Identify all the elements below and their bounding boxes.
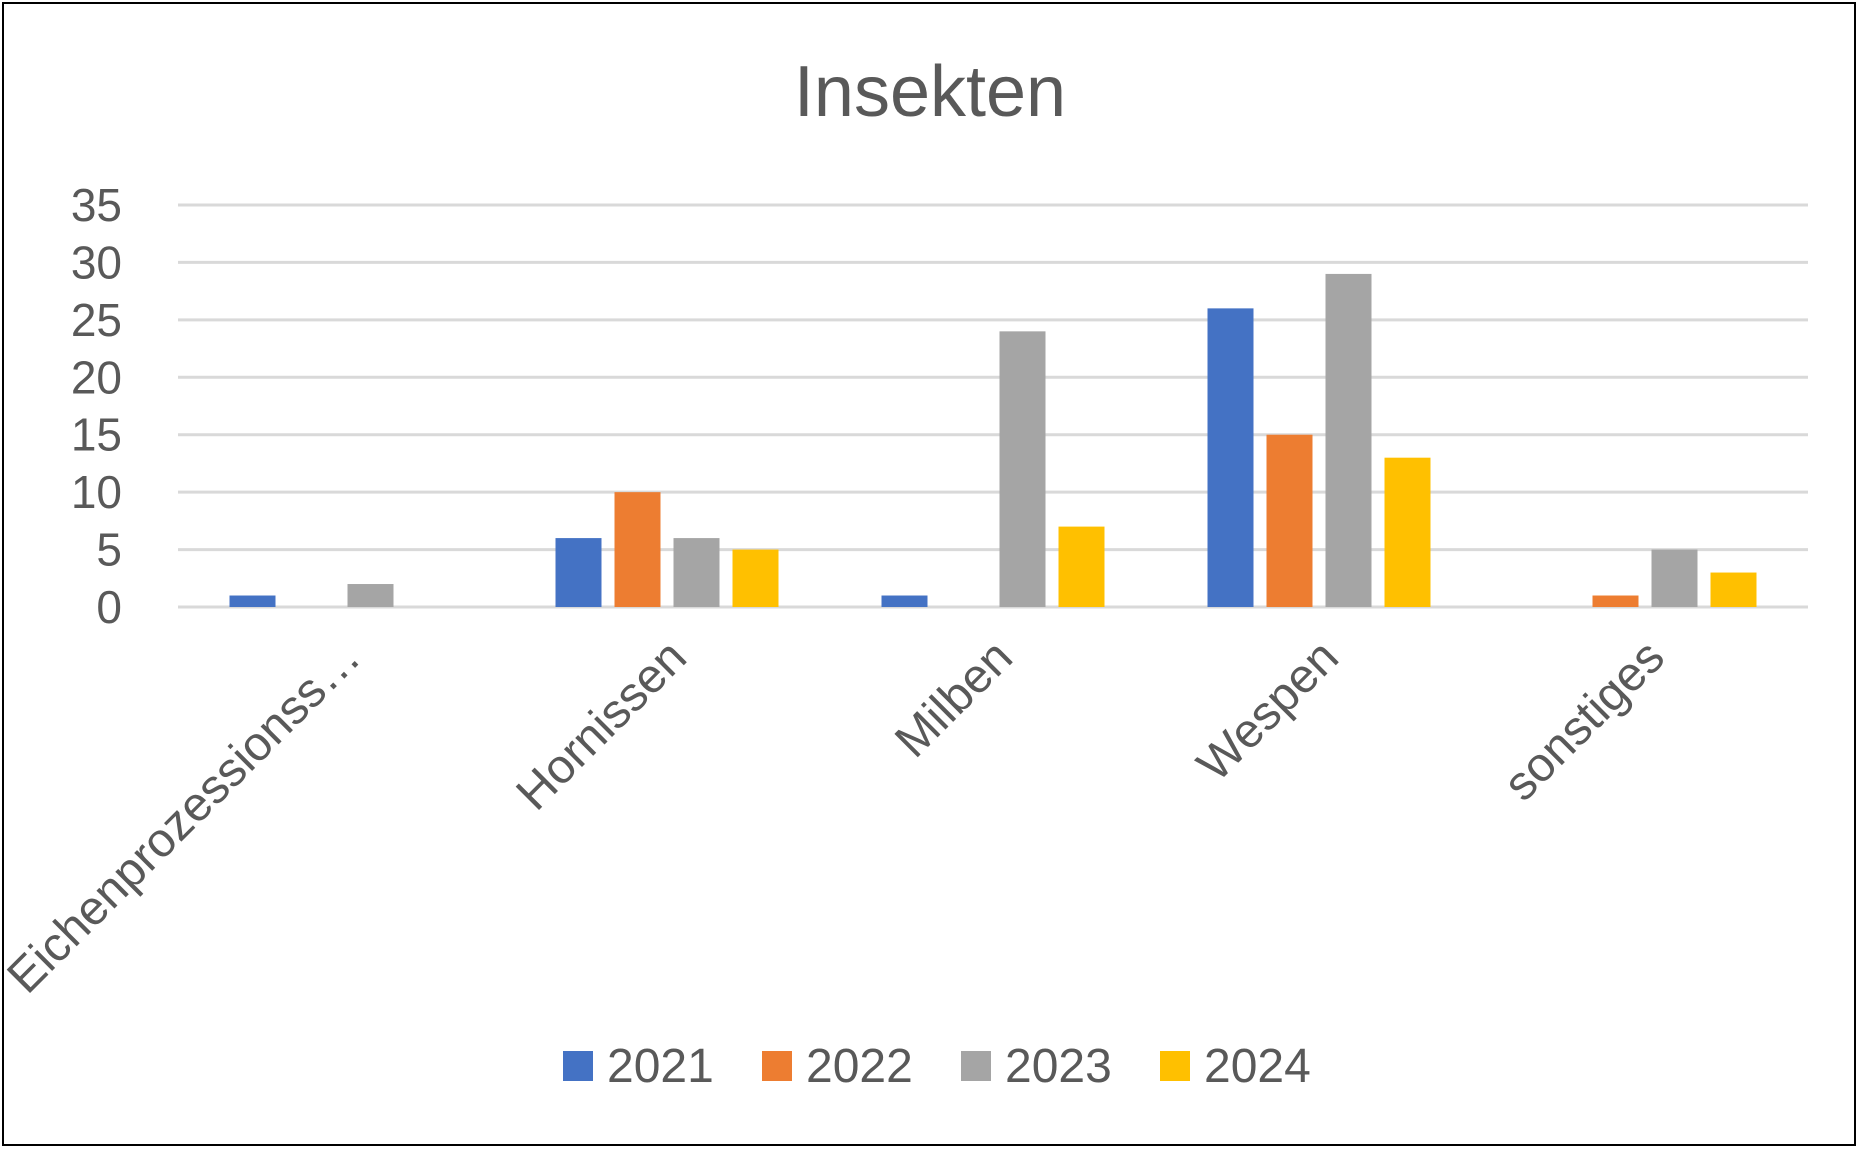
bar-2021-2 [881,595,928,607]
y-tick-label: 35 [71,179,122,231]
bar-2021-3 [1207,308,1254,607]
legend-label-2022: 2022 [806,1040,913,1093]
legend-label-2023: 2023 [1005,1040,1112,1093]
legend-label-2021: 2021 [607,1040,714,1093]
bar-2023-3 [1325,273,1372,607]
bar-2021-0 [229,595,276,607]
bar-2022-3 [1266,434,1313,607]
x-tick-label: Wespen [1187,630,1348,791]
bars [229,273,1757,607]
bar-2023-0 [347,584,394,607]
gridlines [178,203,1808,609]
legend-swatch-2021 [563,1051,593,1081]
y-tick-label: 30 [71,236,122,288]
bar-2024-3 [1384,457,1431,607]
y-tick-label: 20 [71,351,122,403]
bar-2024-4 [1710,572,1757,607]
bar-2022-1 [614,492,661,607]
bar-2023-4 [1651,549,1698,607]
legend-label-2024: 2024 [1204,1040,1311,1093]
x-tick-label: Hornissen [507,630,697,820]
y-tick-label: 25 [71,294,122,346]
chart-title: Insekten [794,52,1066,132]
y-tick-label: 5 [96,524,122,576]
y-tick-label: 0 [96,581,122,633]
x-axis-labels: Eichenprozessionss… Hornissen Milben Wespen… [0,630,1675,1003]
legend: 2021 2022 2023 2024 [563,1040,1311,1093]
y-tick-label: 10 [71,466,122,518]
bar-2023-2 [999,331,1046,607]
legend-swatch-2022 [762,1051,792,1081]
legend-swatch-2023 [961,1051,991,1081]
bar-2024-1 [732,549,779,607]
x-tick-label: sonstiges [1494,630,1675,811]
bar-2021-1 [555,538,602,607]
bar-2024-2 [1058,526,1105,607]
x-tick-label: Eichenprozessionss… [0,630,371,1003]
bar-2023-1 [673,538,720,607]
bar-2022-4 [1592,595,1639,607]
x-tick-label: Milben [885,630,1022,767]
legend-swatch-2024 [1160,1051,1190,1081]
y-tick-label: 15 [71,409,122,461]
